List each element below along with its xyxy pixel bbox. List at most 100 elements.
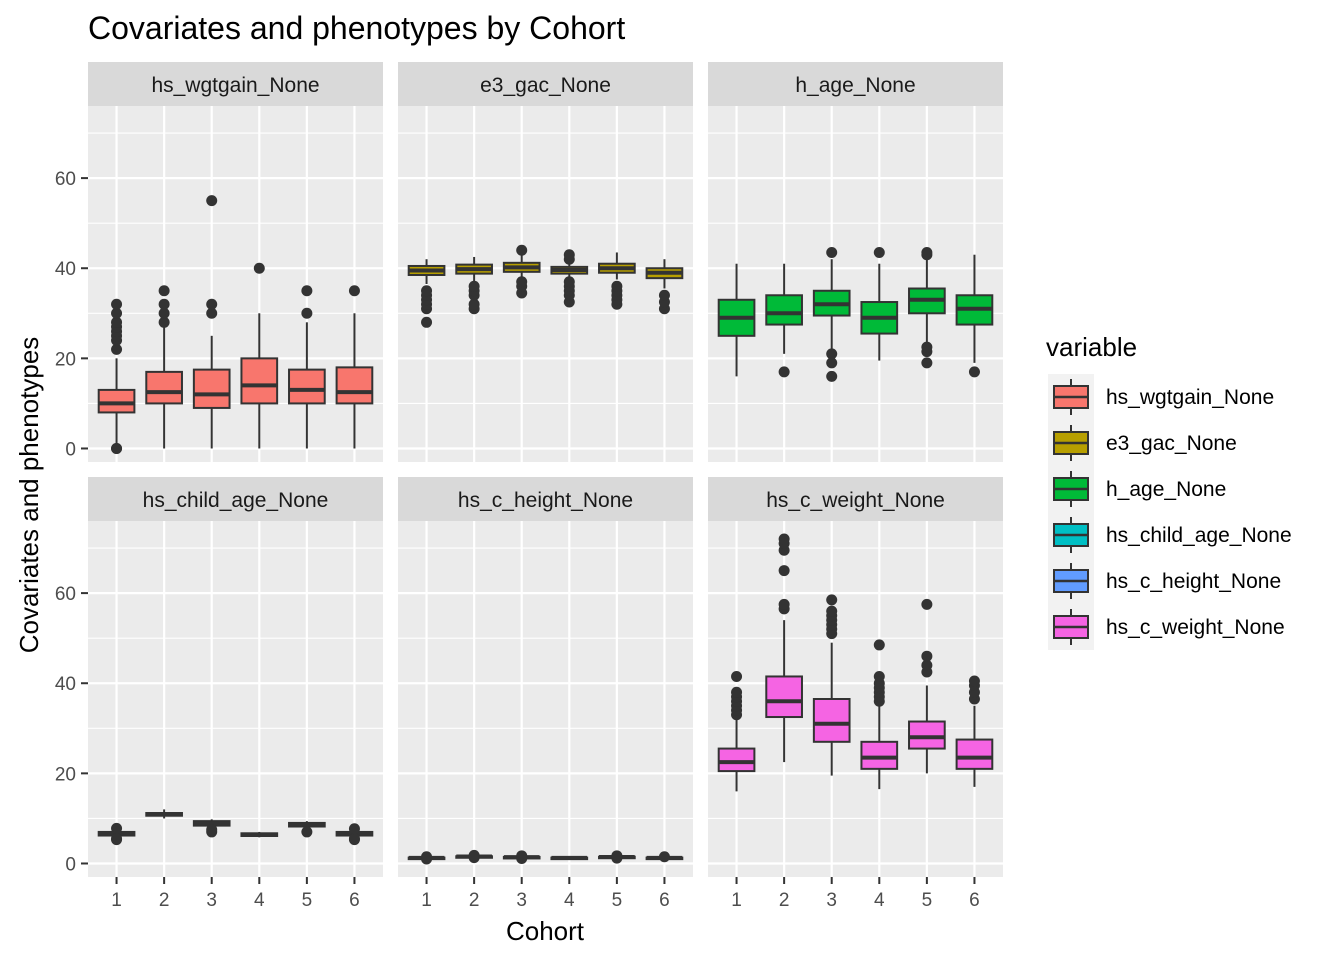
outlier-point [921,357,933,369]
facet-strip [88,477,383,521]
y-tick-label: 0 [65,854,76,875]
outlier-point [111,298,123,310]
box-iqr [240,357,279,405]
legend-entry-hs_wgtgain_None: hs_wgtgain_None [1048,374,1274,420]
x-tick-label: 5 [612,890,623,911]
panel-background [88,106,383,462]
legend-entry-hs_c_weight_None: hs_c_weight_None [1048,604,1285,650]
outlier-point [301,826,313,838]
outlier-point [516,276,528,288]
outlier-point [206,298,218,310]
box-hs_c_weight_None-cohort-6 [955,675,994,787]
outlier-point [348,823,360,835]
box-h_age_None-cohort-4 [860,246,899,361]
box-hs_c_weight_None-cohort-4 [860,639,899,790]
box-iqr [97,388,136,414]
outlier-point [968,675,980,687]
outlier-point [301,285,313,297]
box-hs_wgtgain_None-cohort-3 [192,195,231,449]
legend-label: hs_child_age_None [1106,524,1292,547]
outlier-point [421,851,433,863]
y-tick-label: 20 [55,349,76,370]
x-tick-label: 5 [302,890,313,911]
panel-background [708,106,1003,462]
x-tick-label: 1 [111,890,122,911]
y-tick-label: 60 [55,169,76,190]
box-hs_child_age_None-cohort-5 [288,821,326,838]
y-tick-label: 0 [65,439,76,460]
panel-background [398,106,693,462]
facet-strip-label: hs_child_age_None [143,489,329,512]
box-h_age_None-cohort-3 [812,246,851,382]
box-e3_gac_None-cohort-2 [455,256,493,315]
box-hs_child_age_None-cohort-1 [97,822,136,846]
outlier-point [158,285,170,297]
facet-strip-label: hs_c_weight_None [766,489,945,512]
x-tick-label: 4 [254,890,265,911]
facet-strip-label: hs_c_height_None [458,489,633,512]
box-hs_child_age_None-cohort-4 [240,831,279,838]
outlier-point [873,639,885,651]
legend-label: hs_c_weight_None [1106,616,1285,639]
x-tick-label: 4 [564,890,575,911]
outlier-point [873,670,885,682]
y-tick-label: 40 [55,674,76,695]
y-axis-title: Covariates and phenotypes [14,337,44,654]
outlier-point [111,343,123,355]
box-e3_gac_None-cohort-5 [598,252,636,310]
box-hs_c_height_None-cohort-3 [502,850,541,865]
box-iqr [765,675,803,719]
outlier-point [826,348,838,360]
legend-entry-h_age_None: h_age_None [1048,466,1226,512]
outlier-point [873,246,885,258]
outlier-point [348,833,360,845]
box-hs_wgtgain_None-cohort-6 [335,285,374,449]
outlier-point [158,316,170,328]
outlier-point [206,824,218,836]
box-hs_c_weight_None-cohort-3 [812,594,851,776]
chart-title: Covariates and phenotypes by Cohort [88,10,625,46]
facet-strip-label: h_age_None [795,74,915,97]
facet-strip [398,477,693,521]
box-hs_wgtgain_None-cohort-5 [288,285,326,449]
legend-entry-e3_gac_None: e3_gac_None [1048,420,1237,466]
facet-strip-label: hs_wgtgain_None [151,74,319,97]
box-iqr [765,294,803,326]
x-tick-label: 3 [826,890,837,911]
outlier-point [778,533,790,545]
legend-label: hs_wgtgain_None [1106,386,1274,409]
outlier-point [206,195,218,207]
outlier-point [563,276,575,288]
outlier-point [111,316,123,328]
facet-strip [88,62,383,106]
outlier-point [826,246,838,258]
legend-title: variable [1046,332,1137,362]
outlier-point [206,307,218,319]
x-tick-label: 2 [469,890,480,911]
facet-strip-label: e3_gac_None [480,74,611,97]
box-h_age_None-cohort-2 [765,263,803,378]
box-hs_c_weight_None-cohort-1 [717,670,756,792]
box-hs_wgtgain_None-cohort-1 [97,298,136,454]
panel-background [88,521,383,877]
facet-panel-hs_child_age_None: hs_child_age_None 0 20 40 60 1 2 3 4 5 6 [55,477,383,911]
panel-background [398,521,693,877]
facet-strip [708,62,1003,106]
legend-entry-hs_c_height_None: hs_c_height_None [1048,558,1281,604]
outlier-point [778,598,790,610]
box-iqr [335,366,374,405]
box-iqr [860,740,899,770]
x-axis-title: Cohort [506,916,585,946]
box-iqr [145,370,183,405]
outlier-point [421,285,433,297]
legend-entry-hs_child_age_None: hs_child_age_None [1048,512,1292,558]
box-hs_c_height_None-cohort-2 [455,849,493,864]
box-iqr [955,738,994,770]
box-e3_gac_None-cohort-4 [550,249,589,308]
box-iqr [908,720,946,750]
outlier-point [921,341,933,353]
outlier-point [731,670,743,682]
outlier-point [348,285,360,297]
box-hs_c_height_None-cohort-5 [598,850,636,864]
facet-strip [708,477,1003,521]
